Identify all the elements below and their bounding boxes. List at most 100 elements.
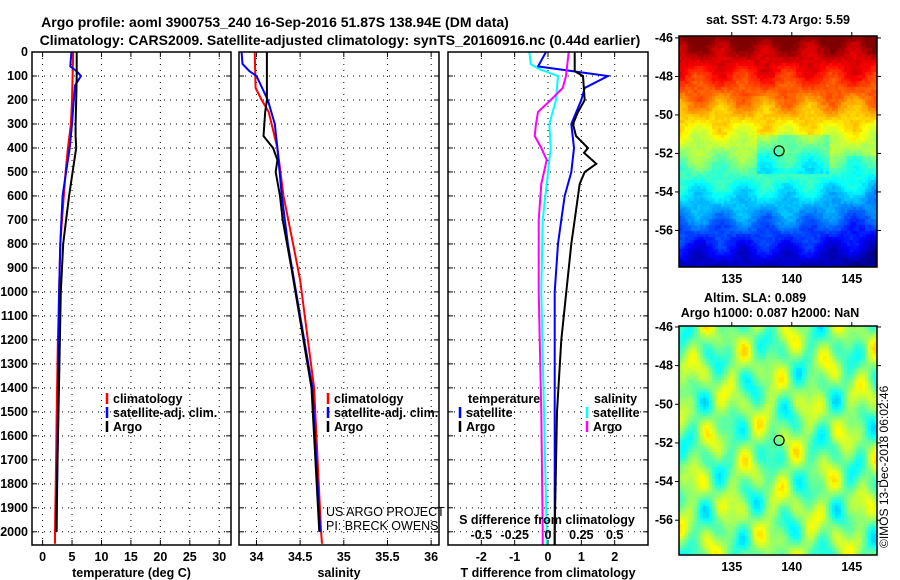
x-tick-label: 35.5 bbox=[375, 550, 399, 564]
lat-tick-label: -50 bbox=[655, 397, 673, 411]
title-line-1: Argo profile: aoml 3900753_240 16-Sep-20… bbox=[41, 14, 509, 30]
depth-tick-label: 1500 bbox=[0, 405, 28, 419]
x-tick-label: 2 bbox=[611, 550, 618, 564]
depth-tick-label: 100 bbox=[7, 69, 28, 83]
lat-tick-label: -52 bbox=[655, 436, 673, 450]
lat-tick-label: -50 bbox=[655, 108, 673, 122]
x2-tick-label: 0.5 bbox=[606, 528, 623, 542]
series-line-t-argo bbox=[553, 52, 598, 545]
depth-tick-label: 1100 bbox=[1, 309, 28, 323]
series-line-climatology bbox=[253, 51, 323, 544]
series-line-s-argo bbox=[533, 51, 570, 545]
x-tick-label: -1 bbox=[509, 550, 520, 564]
depth-tick-label: 900 bbox=[7, 261, 28, 275]
x-tick-label: 36 bbox=[424, 550, 438, 564]
legend-label: satellite bbox=[593, 406, 640, 420]
difference-panel bbox=[447, 51, 649, 546]
depth-tick-label: 400 bbox=[7, 141, 28, 155]
series-line-s-satellite bbox=[528, 51, 560, 545]
x-tick-label: 10 bbox=[95, 550, 109, 564]
argo-float-marker bbox=[773, 145, 785, 157]
lat-tick-label: -56 bbox=[655, 513, 673, 527]
salinity-panel bbox=[238, 51, 440, 546]
x-tick-label: 20 bbox=[153, 550, 167, 564]
lon-tick-label: 135 bbox=[721, 560, 742, 574]
x-tick-label: 15 bbox=[124, 550, 138, 564]
series-line-argo bbox=[262, 52, 321, 532]
legend-label: climatology bbox=[113, 392, 183, 406]
map-title-line: Altim. SLA: 0.089 bbox=[704, 291, 806, 305]
depth-tick-label: 0 bbox=[21, 45, 28, 59]
sst-map-axes bbox=[675, 32, 881, 268]
x-tick-label: 5 bbox=[69, 550, 76, 564]
series-line-t-satellite bbox=[536, 51, 612, 545]
series-line-satellite-adj-clim- bbox=[240, 51, 322, 532]
x-tick-label: 1 bbox=[578, 550, 585, 564]
x2-tick-label: 0 bbox=[545, 528, 552, 542]
plot-frame bbox=[238, 51, 440, 546]
legend-group-title: temperature bbox=[468, 392, 540, 406]
series-line-argo bbox=[55, 52, 78, 532]
x2-tick-label: -0.25 bbox=[500, 528, 529, 542]
map-title-line: Argo h1000: 0.087 h2000: NaN bbox=[681, 306, 860, 320]
x-tick-label: 0 bbox=[545, 550, 552, 564]
plot-frame bbox=[31, 51, 232, 546]
lon-tick-label: 140 bbox=[781, 560, 802, 574]
legend-label: satellite bbox=[466, 406, 513, 420]
x-tick-label: 34.5 bbox=[288, 550, 312, 564]
x2-tick-label: -0.5 bbox=[471, 528, 493, 542]
sst-heatmap bbox=[679, 36, 877, 267]
depth-tick-label: 200 bbox=[7, 93, 28, 107]
project-annotation: US ARGO PROJECT bbox=[326, 505, 445, 519]
x-axis-label: salinity bbox=[317, 566, 360, 580]
depth-tick-label: 800 bbox=[7, 237, 28, 251]
plot-frame bbox=[447, 51, 649, 546]
depth-tick-label: 600 bbox=[7, 189, 28, 203]
lat-tick-label: -54 bbox=[655, 185, 673, 199]
lon-tick-label: 135 bbox=[721, 272, 742, 286]
x-tick-label: 35 bbox=[337, 550, 351, 564]
map-frame bbox=[678, 35, 878, 268]
depth-tick-label: 500 bbox=[7, 165, 28, 179]
legend-label: Argo bbox=[113, 420, 143, 434]
legend-label: Argo bbox=[466, 420, 496, 434]
x-axis-label: temperature (deg C) bbox=[72, 566, 191, 580]
map-title-line: sat. SST: 4.73 Argo: 5.59 bbox=[706, 13, 850, 27]
depth-tick-label: 1600 bbox=[0, 429, 28, 443]
lat-tick-label: -46 bbox=[655, 320, 673, 334]
lat-tick-label: -52 bbox=[655, 146, 673, 160]
depth-tick-label: 1200 bbox=[0, 333, 28, 347]
x-axis-label: T difference from climatology bbox=[460, 566, 635, 580]
lon-tick-label: 140 bbox=[781, 272, 802, 286]
depth-tick-label: 2000 bbox=[0, 525, 28, 539]
depth-tick-label: 1300 bbox=[0, 357, 28, 371]
x2-tick-label: 0.25 bbox=[569, 528, 593, 542]
depth-tick-label: 1900 bbox=[0, 501, 28, 515]
depth-tick-label: 1800 bbox=[0, 477, 28, 491]
legend-label: satellite-adj. clim. bbox=[334, 406, 438, 420]
depth-tick-label: 700 bbox=[7, 213, 28, 227]
legend-group-title: salinity bbox=[594, 392, 637, 406]
x-tick-label: -2 bbox=[476, 550, 487, 564]
lat-tick-label: -46 bbox=[655, 31, 673, 45]
sla-map-axes bbox=[675, 322, 881, 556]
x-tick-label: 30 bbox=[212, 550, 226, 564]
lon-tick-label: 145 bbox=[841, 272, 862, 286]
lat-tick-label: -48 bbox=[655, 69, 673, 83]
lon-tick-label: 145 bbox=[841, 560, 862, 574]
map-frame bbox=[678, 325, 878, 556]
imos-credit: ©IMOS 13-Dec-2018 06:02:46 bbox=[877, 385, 891, 548]
depth-tick-label: 1400 bbox=[0, 381, 28, 395]
lat-tick-label: -48 bbox=[655, 359, 673, 373]
legend-label: Argo bbox=[334, 420, 364, 434]
depth-tick-label: 1700 bbox=[0, 453, 28, 467]
depth-tick-label: 1000 bbox=[0, 285, 28, 299]
argo-float-marker bbox=[773, 434, 785, 447]
temperature-panel bbox=[31, 51, 232, 546]
x-tick-label: 0 bbox=[39, 550, 46, 564]
series-line-satellite-adj-clim- bbox=[55, 51, 83, 532]
x2-axis-label: S difference from climatology bbox=[459, 513, 635, 527]
depth-tick-label: 300 bbox=[7, 117, 28, 131]
